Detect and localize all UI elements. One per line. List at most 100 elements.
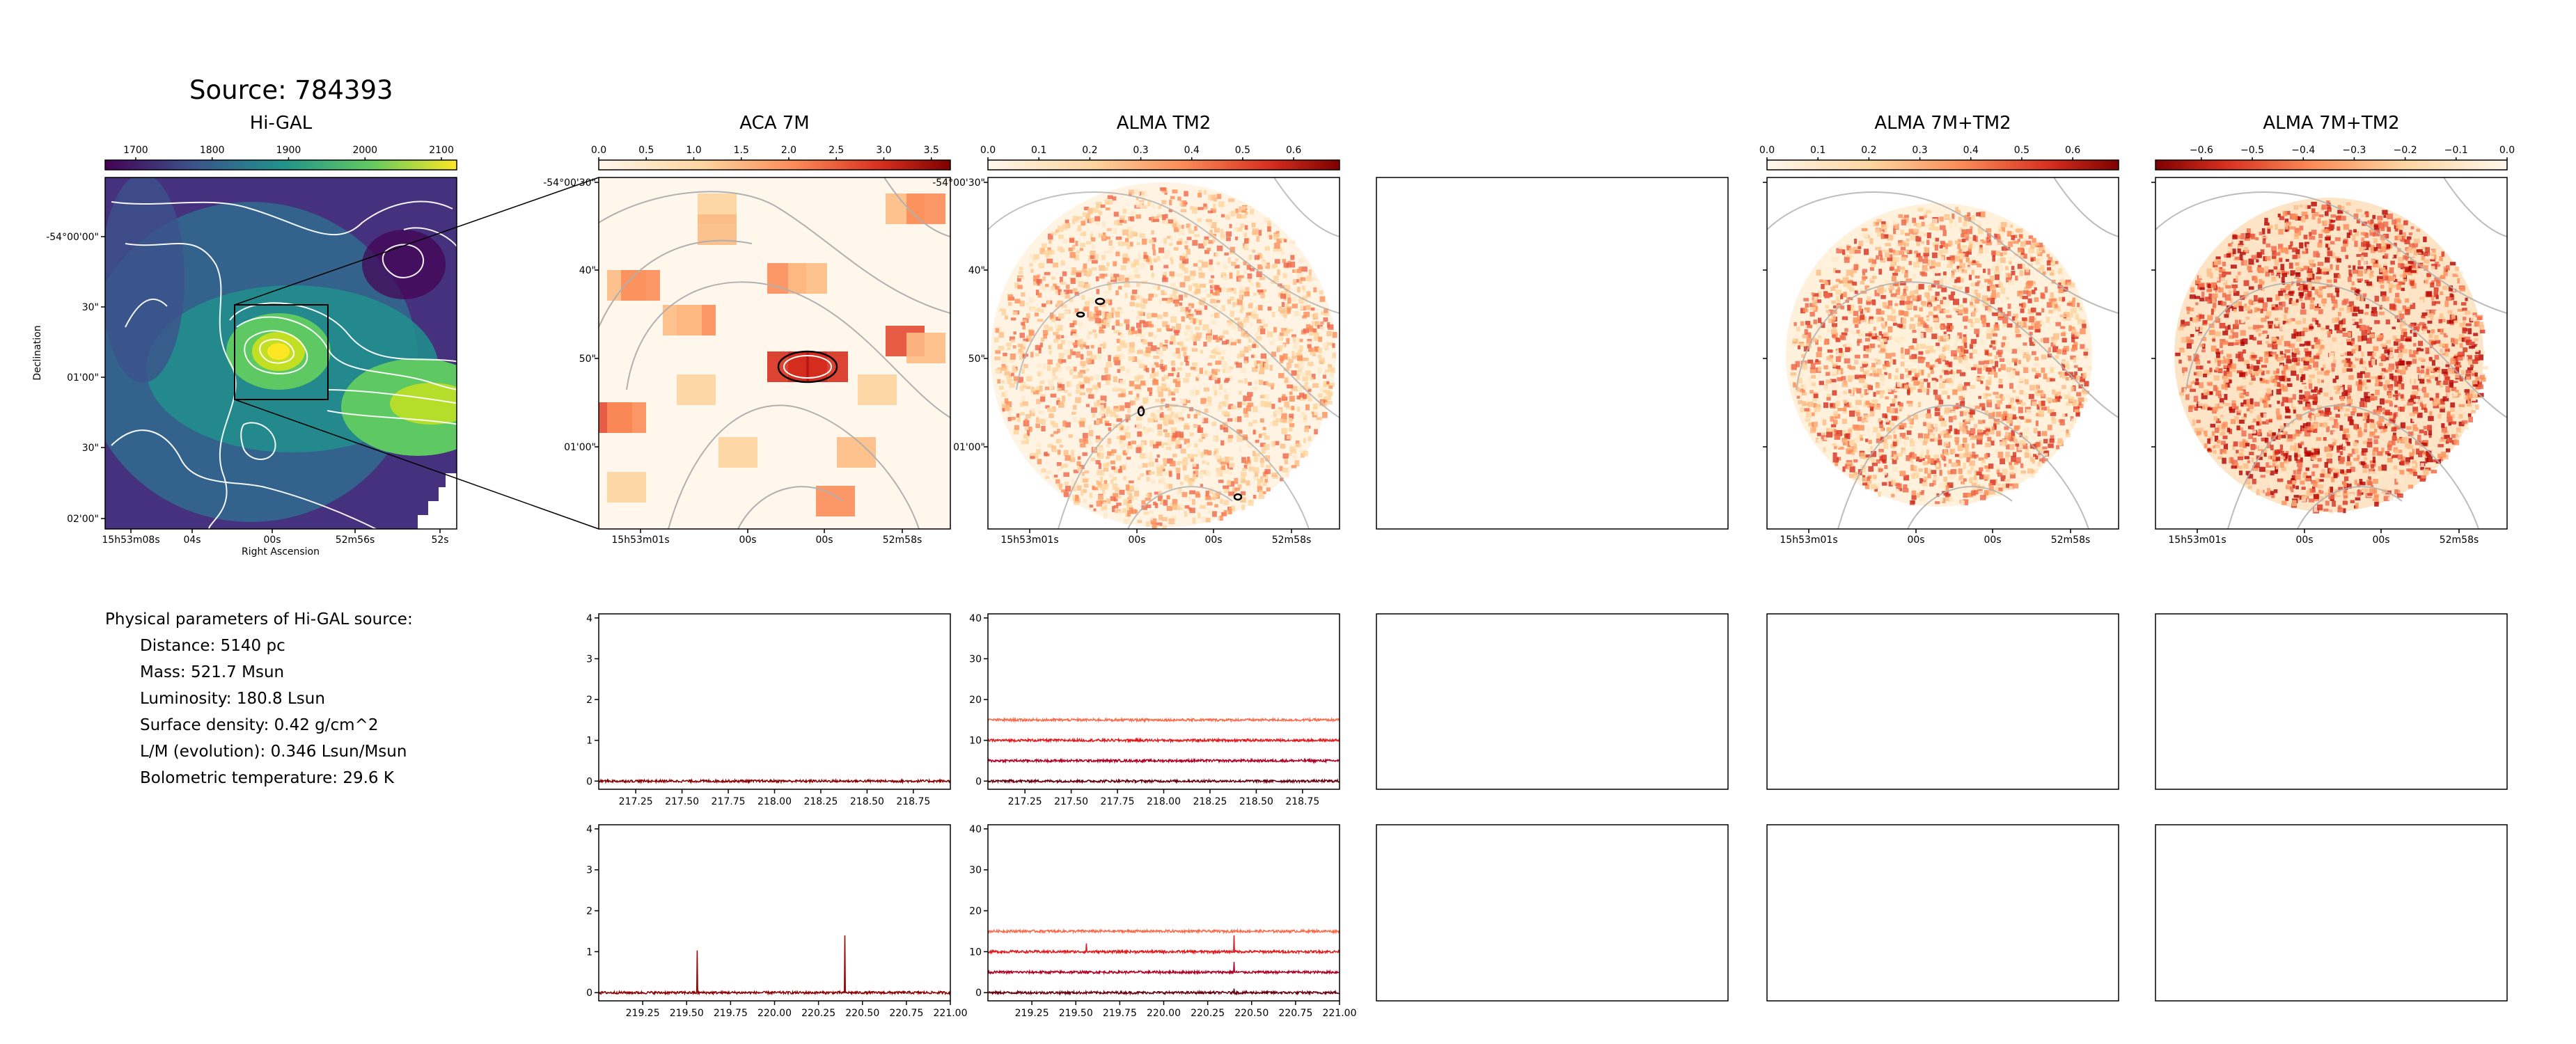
spectrum-xtick-label: 219.75	[714, 1008, 748, 1019]
spectrum-xtick-label: 217.75	[1101, 796, 1135, 807]
higal-ytick-label: 30"	[82, 302, 99, 313]
spectrum-ytick-label: 10	[969, 947, 982, 958]
higal-ytick-label: 01'00"	[67, 372, 99, 383]
map-ytick-label: 40"	[579, 265, 596, 276]
empty-map-panel	[1376, 177, 1729, 530]
spectrum-line	[987, 777, 1340, 784]
higal-xtick-label: 04s	[183, 535, 201, 546]
higal-ylabel: Declination	[32, 325, 43, 380]
spectrum-ytick-label: 30	[969, 865, 982, 876]
colorbar-tm2: 0.0 0.1 0.2 0.3 0.4 0.5 0.6	[980, 145, 1340, 171]
spectrum-xtick-label: 218.75	[896, 796, 930, 807]
map-xtick-label: 00s	[1204, 535, 1222, 546]
map-ytick-label: 40"	[968, 265, 985, 276]
spectrum-ytick-label: 1	[586, 736, 592, 747]
map-ytick-label: 50"	[968, 354, 985, 365]
spectrum-xtick-label: 221.00	[934, 1008, 968, 1019]
spectrum-ytick-label: 1	[586, 947, 592, 958]
higal-ytick-label: 30"	[82, 443, 99, 454]
combo2-axes: 15h53m01s 00s 00s 52m58s	[2151, 182, 2479, 546]
colorbar-higal: 1700 1800 1900 2000 2100	[104, 145, 457, 171]
param-luminosity: Luminosity: 180.8 Lsun	[140, 690, 325, 708]
higal-xtick-label: 52s	[431, 535, 448, 546]
colorbar-tick-label: 2.0	[781, 145, 796, 156]
empty-spec-r2-c5	[2155, 824, 2508, 1002]
map-xtick-label: 00s	[1128, 535, 1145, 546]
colorbar-tick-label: 0.2	[1082, 145, 1097, 156]
spectrum-ytick-label: 2	[586, 906, 592, 917]
colorbar-tick-label: 1900	[276, 145, 301, 156]
higal-axes: 15h53m08s 04s 00s 52m56s 52s -54°00'00" 30" 01'…	[32, 232, 449, 557]
spectrum-line	[987, 737, 1340, 744]
panel-title-higal: Hi-GAL	[249, 113, 313, 134]
empty-spec-r2-c3	[1376, 824, 1729, 1002]
map-xtick-label: 52m58s	[1272, 535, 1312, 546]
colorbar-tick-label: 0.6	[2065, 145, 2080, 156]
panel-title-combo2: ALMA 7M+TM2	[2263, 113, 2400, 134]
map-xtick-label: 00s	[1907, 535, 1924, 546]
spectrum-ytick-label: 2	[586, 695, 592, 706]
spectrum-xtick-label: 217.25	[619, 796, 653, 807]
panel-title-aca: ACA 7M	[739, 113, 810, 134]
colorbar-tick-label: 3.0	[876, 145, 891, 156]
empty-spec-r1-c3	[1376, 613, 1729, 790]
spectrum-xtick-label: 218.50	[850, 796, 884, 807]
colorbar-tick-label: 1800	[200, 145, 225, 156]
spectrum-xtick-label: 219.25	[1015, 1008, 1049, 1019]
colorbar-aca: 0.0 0.5 1.0 1.5 2.0 2.5 3.0 3.5	[591, 145, 951, 171]
colorbar-tick-label: 2000	[352, 145, 377, 156]
colorbar-tick-label: 1.0	[686, 145, 701, 156]
spectrum-xtick-label: 218.75	[1285, 796, 1319, 807]
colorbar-tick-label: 0.6	[1286, 145, 1301, 156]
spectrum-xtick-label: 220.00	[757, 1008, 792, 1019]
map-xtick-label: 00s	[815, 535, 833, 546]
param-tbol: Bolometric temperature: 29.6 K	[140, 769, 394, 787]
colorbar-tick-label: 1.5	[734, 145, 749, 156]
higal-map	[105, 177, 457, 529]
spectrum-xtick-label: 220.50	[845, 1008, 879, 1019]
higal-ytick-label: 02'00"	[67, 514, 99, 525]
colorbar-tick-label: 1700	[123, 145, 148, 156]
higal-xtick-label: 52m56s	[336, 535, 375, 546]
colorbar-tick-label: 2.5	[828, 145, 844, 156]
colorbar-tick-label: 0.5	[1235, 145, 1250, 156]
map-ytick-label: -54°00'30"	[932, 177, 985, 189]
spectrum-ytick-label: 0	[586, 988, 592, 999]
colorbar-tick-label: −0.6	[2190, 145, 2213, 156]
panel-title-tm2: ALMA TM2	[1116, 113, 1211, 134]
map-ytick-label: 50"	[579, 354, 596, 365]
colorbar-combo2: −0.6 −0.5 −0.4 −0.3 −0.2 −0.1 0.0	[2155, 145, 2515, 171]
spectrum-ytick-label: 4	[586, 824, 592, 835]
colorbar-tick-label: 3.5	[924, 145, 939, 156]
colorbar-tick-label: 0.3	[1912, 145, 1927, 156]
param-surface-density: Surface density: 0.42 g/cm^2	[140, 716, 379, 734]
spectrum-ytick-label: 4	[586, 613, 592, 624]
panel-title-combo1: ALMA 7M+TM2	[1874, 113, 2011, 134]
spectrum-ytick-label: 0	[975, 988, 982, 999]
param-distance: Distance: 5140 pc	[140, 637, 285, 655]
spectrum-xtick-label: 220.00	[1147, 1008, 1181, 1019]
combo2-map	[2155, 177, 2507, 529]
map-xtick-label: 52m58s	[2051, 535, 2091, 546]
colorbar-tick-label: −0.4	[2291, 145, 2315, 156]
spectrum-line	[598, 935, 951, 996]
spectrum-xtick-label: 221.00	[1323, 1008, 1357, 1019]
higal-xlabel: Right Ascension	[242, 546, 320, 557]
map-xtick-label: 15h53m01s	[1000, 535, 1058, 546]
param-lm: L/M (evolution): 0.346 Lsun/Msun	[140, 743, 407, 761]
map-xtick-label: 00s	[739, 535, 756, 546]
colorbar-tick-label: 0.5	[2014, 145, 2029, 156]
map-ytick-label: -54°00'30"	[543, 177, 596, 189]
colorbar-tick-label: 0.4	[1184, 145, 1200, 156]
empty-spec-r1-c4	[1766, 613, 2119, 790]
map-ytick-label: 01'00"	[564, 442, 596, 453]
colorbar-tick-label: −0.5	[2240, 145, 2264, 156]
spectrum-xtick-label: 218.25	[1193, 796, 1227, 807]
colorbar-tick-label: 0.4	[1963, 145, 1979, 156]
spectrum-xtick-label: 217.75	[712, 796, 746, 807]
param-mass: Mass: 521.7 Msun	[140, 663, 285, 681]
spectrum-xtick-label: 220.50	[1234, 1008, 1269, 1019]
higal-ytick-label: -54°00'00"	[46, 232, 99, 243]
colorbar-combo1: 0.0 0.1 0.2 0.3 0.4 0.5 0.6	[1759, 145, 2119, 171]
